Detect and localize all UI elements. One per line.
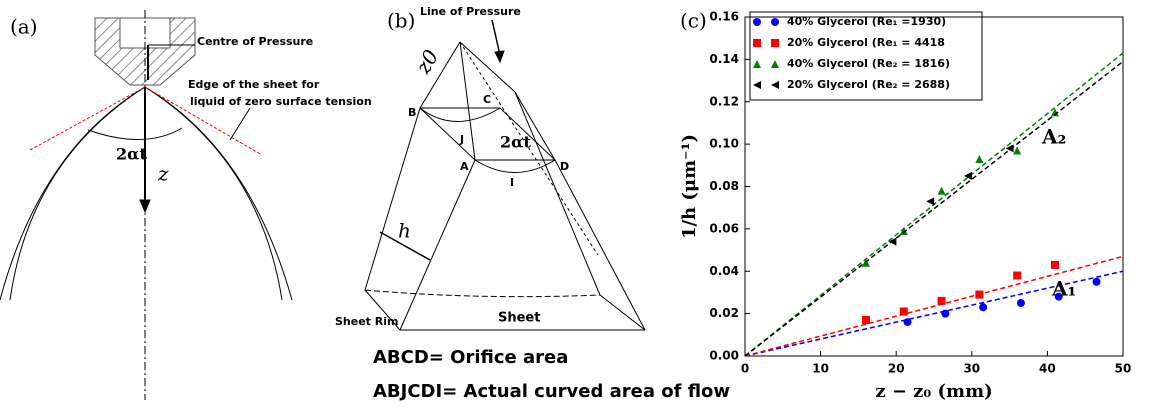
y-tick-label: 0.04 — [709, 264, 739, 278]
marker — [1013, 271, 1022, 280]
marker — [979, 303, 988, 312]
x-tick-label: 50 — [1115, 362, 1132, 376]
legend-marker — [753, 60, 761, 68]
marker — [1050, 108, 1059, 117]
label: A — [460, 160, 469, 173]
y-tick-label: 0.16 — [709, 10, 739, 24]
label: Sheet Rim — [335, 315, 398, 328]
marker — [975, 154, 984, 163]
legend-frame — [749, 11, 983, 101]
legend-label: 20% Glycerol (Re₁ = 4418 — [787, 36, 945, 49]
label: z0 — [410, 45, 443, 78]
label: liquid of zero surface tension — [190, 95, 372, 108]
legend-label: 20% Glycerol (Re₂ = 2688) — [787, 78, 950, 91]
marker — [1092, 277, 1101, 286]
caption: ABCD= Orifice area — [373, 347, 568, 368]
label: J — [459, 133, 464, 146]
marker — [888, 237, 897, 246]
label: Line of Pressure — [420, 5, 521, 18]
legend-marker — [753, 81, 761, 89]
marker — [1016, 299, 1025, 308]
label: 2αt — [500, 133, 531, 152]
fit-line — [744, 255, 1124, 357]
x-tick-label: 30 — [963, 362, 980, 376]
caption: ABJCDI= Actual curved area of flow — [373, 381, 730, 402]
marker — [937, 296, 946, 305]
diagram-a — [0, 10, 293, 400]
marker — [903, 318, 912, 327]
marker — [861, 258, 870, 267]
chart: (c) 0 10 20 30 40 50 0.00 0.02 0.04 0.06 0.08 0.10 0.… — [679, 9, 1131, 403]
annotation: A₂ — [1041, 125, 1066, 149]
label: I — [510, 176, 514, 189]
marker — [1013, 146, 1022, 155]
label: h — [398, 219, 411, 243]
y-tick-label: 0.00 — [709, 349, 739, 363]
x-tick-label: 20 — [888, 362, 905, 376]
legend-marker — [771, 60, 779, 68]
marker — [1005, 144, 1014, 153]
marker — [899, 226, 908, 235]
marker — [964, 171, 973, 180]
x-tick-label: 0 — [741, 362, 749, 376]
panel-label: (c) — [680, 9, 707, 33]
panel-label: (b) — [387, 9, 415, 33]
y-tick-label: 0.12 — [709, 94, 739, 108]
label: Edge of the sheet for — [188, 78, 320, 91]
marker — [926, 197, 935, 206]
legend-marker — [753, 39, 761, 47]
diagram-b — [364, 19, 646, 331]
y-tick-label: 0.10 — [709, 137, 739, 151]
marker — [1050, 260, 1059, 269]
legend-marker — [771, 81, 779, 89]
legend-label: 40% Glycerol (Re₁ =1930) — [787, 15, 946, 28]
legend-label: 40% Glycerol (Re₂ = 1816) — [787, 57, 950, 70]
label: z — [157, 162, 169, 186]
y-axis-label: 1/h (μm⁻¹) — [679, 134, 700, 239]
y-tick-label: 0.08 — [709, 179, 739, 193]
label: Sheet — [498, 311, 540, 326]
legend-marker — [753, 18, 761, 26]
marker — [937, 186, 946, 195]
fit-line — [744, 270, 1124, 357]
label: 2αt — [116, 145, 147, 164]
y-tick-label: 0.02 — [709, 306, 739, 320]
label: B — [408, 106, 416, 119]
marker — [1054, 292, 1063, 301]
marker — [941, 309, 950, 318]
legend-marker — [771, 39, 779, 47]
x-tick-label: 40 — [1039, 362, 1056, 376]
marker — [861, 315, 870, 324]
panel-label: (a) — [10, 15, 38, 39]
y-tick-label: 0.06 — [709, 221, 739, 235]
fit-line — [744, 60, 1124, 357]
y-tick-label: 0.14 — [709, 52, 739, 66]
annotation: A₁ — [1051, 277, 1076, 301]
x-axis-label: z − z₀ (mm) — [875, 381, 992, 402]
marker — [975, 290, 984, 299]
label: D — [560, 160, 569, 173]
legend-marker — [771, 18, 779, 26]
x-tick-label: 10 — [812, 362, 829, 376]
marker — [899, 307, 908, 316]
label: Centre of Pressure — [197, 35, 313, 48]
label: C — [483, 93, 491, 106]
